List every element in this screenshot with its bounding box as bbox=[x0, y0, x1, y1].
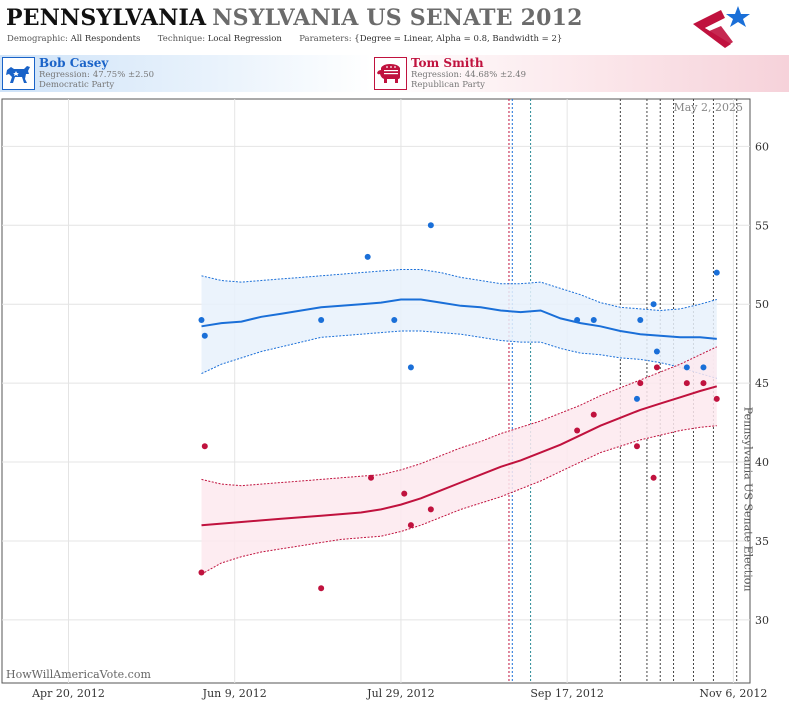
demographic-value: All Respondents bbox=[70, 34, 141, 44]
regression-chart: 30 35 40 45 50 55 60 Apr 20, 2012 Jun 9, 2012 Jul… bbox=[1, 98, 769, 700]
poll-point-rep bbox=[683, 380, 690, 387]
donkey-icon bbox=[2, 57, 35, 90]
poll-point-dem bbox=[318, 316, 325, 323]
star-logo-icon[interactable] bbox=[691, 4, 751, 50]
demographic-label: Demographic: bbox=[7, 34, 68, 44]
y-tick-label: 60 bbox=[755, 140, 769, 153]
poll-point-dem bbox=[198, 316, 205, 323]
parameters-value: {Degree = Linear, Alpha = 0.8, Bandwidth… bbox=[354, 34, 563, 44]
parameters-line: Demographic: All Respondents Technique: … bbox=[7, 34, 562, 44]
y-tick-label: 45 bbox=[755, 377, 769, 390]
poll-point-rep bbox=[650, 474, 657, 481]
upper-bound-rep bbox=[201, 346, 718, 487]
candidate-name: Bob Casey bbox=[39, 56, 109, 70]
trend-line-rep bbox=[201, 385, 718, 527]
poll-point-rep bbox=[318, 585, 325, 592]
y-tick-label: 40 bbox=[755, 456, 769, 469]
technique-value: Local Regression bbox=[207, 34, 282, 44]
poll-point-rep bbox=[427, 506, 434, 513]
poll-point-dem bbox=[683, 364, 690, 371]
date-stamp: May 2, 2025 bbox=[673, 101, 743, 114]
poll-point-rep bbox=[407, 522, 414, 529]
x-tick-label: Sep 17, 2012 bbox=[530, 687, 604, 700]
poll-point-rep bbox=[401, 490, 408, 497]
x-tick-label: Nov 6, 2012 bbox=[699, 687, 767, 700]
poll-point-dem bbox=[427, 222, 434, 229]
poll-point-dem bbox=[713, 269, 720, 276]
poll-point-dem bbox=[700, 364, 707, 371]
election-label: Pennsylvania US Senate Election bbox=[742, 407, 755, 592]
upper-bound-dem bbox=[201, 269, 717, 312]
party-name: Democratic Party bbox=[39, 80, 115, 90]
poll-point-dem bbox=[590, 316, 597, 323]
y-tick-label: 30 bbox=[755, 614, 769, 627]
poll-point-dem bbox=[653, 348, 660, 355]
poll-point-dem bbox=[391, 316, 398, 323]
lower-bound-dem bbox=[201, 330, 717, 379]
trend-line-dem bbox=[201, 298, 717, 340]
elephant-icon bbox=[374, 57, 407, 90]
poll-point-rep bbox=[368, 474, 375, 481]
poll-point-rep bbox=[198, 569, 205, 576]
poll-point-rep bbox=[201, 443, 208, 450]
band-dem bbox=[201, 269, 717, 379]
poll-point-dem bbox=[364, 253, 371, 260]
poll-point-dem bbox=[407, 364, 414, 371]
parameters-label: Parameters: bbox=[299, 34, 352, 44]
poll-point-rep bbox=[574, 427, 581, 434]
race-name: NSYLVANIA US SENATE 2012 bbox=[212, 5, 583, 31]
x-tick-label: Jun 9, 2012 bbox=[202, 687, 267, 700]
page-title: PENNSYLVANIA NSYLVANIA US SENATE 2012 bbox=[6, 5, 583, 31]
poll-point-rep bbox=[637, 380, 644, 387]
poll-point-rep bbox=[653, 364, 660, 371]
poll-point-dem bbox=[637, 316, 644, 323]
y-tick-label: 55 bbox=[755, 219, 769, 232]
x-tick-label: Apr 20, 2012 bbox=[31, 687, 105, 700]
poll-point-dem bbox=[650, 301, 657, 308]
band-rep bbox=[201, 346, 717, 575]
x-tick-label: Jul 29, 2012 bbox=[366, 687, 435, 700]
technique-label: Technique: bbox=[157, 34, 206, 44]
lower-bound-rep bbox=[201, 425, 717, 575]
watermark: HowWillAmericaVote.com bbox=[6, 668, 151, 681]
candidate-name: Tom Smith bbox=[411, 56, 484, 70]
candidate-dem: Bob Casey Regression: 47.75% ±2.50 Democr… bbox=[0, 55, 372, 92]
regression-text: Regression: 47.75% ±2.50 bbox=[39, 70, 155, 80]
candidate-rep: Tom Smith Regression: 44.68% ±2.49 Republ… bbox=[372, 55, 789, 92]
y-tick-label: 50 bbox=[755, 298, 769, 311]
poll-point-rep bbox=[713, 395, 720, 402]
poll-point-rep bbox=[590, 411, 597, 418]
regression-text: Regression: 44.68% ±2.49 bbox=[411, 70, 527, 80]
poll-point-rep bbox=[633, 443, 640, 450]
poll-point-dem bbox=[201, 332, 208, 339]
poll-point-rep bbox=[700, 380, 707, 387]
poll-point-dem bbox=[574, 316, 581, 323]
party-name: Republican Party bbox=[411, 80, 485, 90]
poll-point-dem bbox=[633, 395, 640, 402]
state-name: PENNSYLVANIA bbox=[6, 5, 207, 31]
y-tick-label: 35 bbox=[755, 535, 769, 548]
header: PENNSYLVANIA NSYLVANIA US SENATE 2012 Dem… bbox=[0, 0, 789, 52]
